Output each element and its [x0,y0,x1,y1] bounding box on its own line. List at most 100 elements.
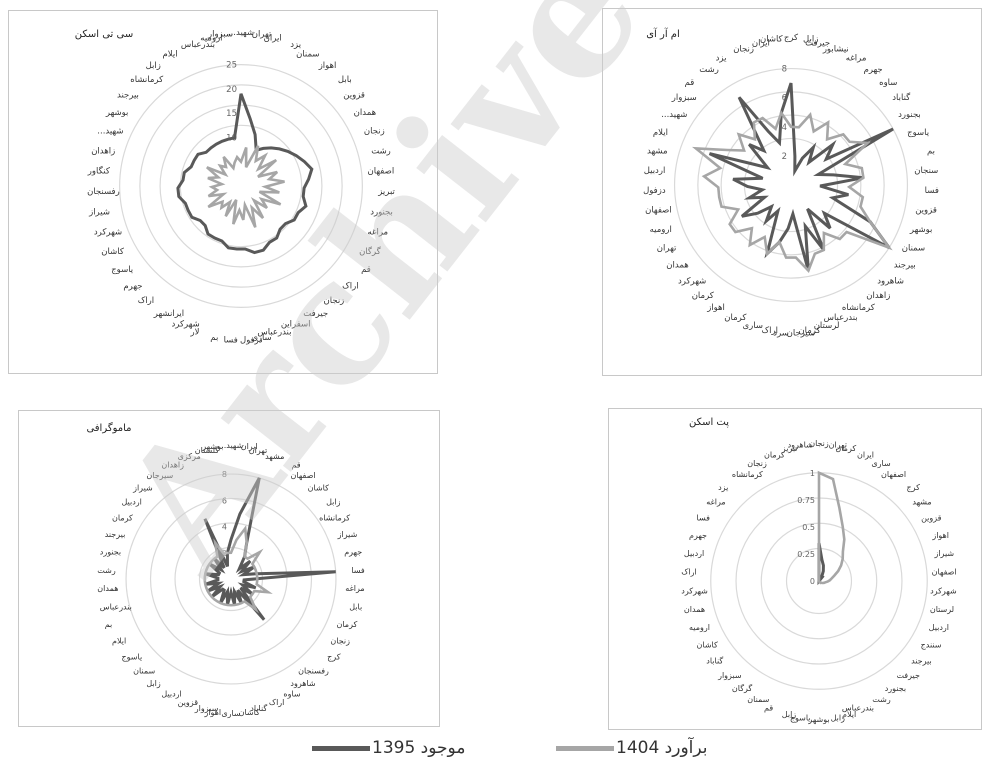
grid-ring [149,497,313,661]
category-label: شیراز [933,549,954,558]
legend-swatch-existing [312,745,370,751]
category-label: اهواز [931,531,949,540]
category-label: جیرفت [805,38,830,48]
category-label: اردبیل [929,623,949,632]
category-label: مشهد [265,452,284,461]
category-label: شهرکرد [678,277,706,287]
category-label: شهید... [661,110,687,120]
category-label: قم [764,704,773,713]
chart-title: ماموگرافی [86,422,131,434]
category-label: کرمانشاه [319,513,350,522]
radial-tick-label: 6 [782,94,787,104]
category-label: یاسوج [907,128,930,138]
category-label: لرستان [814,321,840,331]
series-line-existing [176,93,314,255]
category-label: سبزوار [207,29,233,39]
category-label: سمنان [133,667,155,676]
category-label: بندرعباس [257,328,291,338]
legend-item-existing: موجود 1395 [312,735,465,761]
radial-tick-label: 25 [226,61,237,71]
category-label: زنجان [733,45,754,55]
category-label: رفسنجان [298,667,329,676]
category-label: کرج [327,652,341,661]
category-label: ساوه [283,690,300,699]
radial-tick-label: 4 [782,123,787,133]
radial-tick-label: 20 [226,85,237,95]
category-label: قزوین [178,698,199,707]
category-label: کنگاور [87,166,111,177]
category-label: کرمان [336,620,357,629]
series-line-existing [708,82,894,271]
category-label: جهرم [344,548,362,557]
category-label: اهواز [706,303,725,313]
category-label: شهرکرد [681,586,708,595]
grid-ring [174,522,288,636]
category-label: ارومیه [650,225,672,235]
category-label: بوشهر [105,108,128,118]
category-label: کاشان [101,247,125,257]
category-label: اصفهان [291,471,316,480]
category-label: گرگان [732,683,753,693]
category-label: تهران [657,243,677,253]
category-label: ساری [221,709,241,718]
category-label: همدان [354,108,376,118]
chart-panel-pet-scan: 0 0.25 0.5 0.75 1 زنجان تهران کرمان ایران ساری اصف… [608,408,982,730]
radial-tick-label: 0.25 [797,550,815,559]
category-label: بندرعباس [842,704,874,713]
radial-tick-label: 8 [222,470,227,479]
category-label: گناباد [250,703,267,713]
category-label: ایلام [112,637,126,646]
category-label: کرمان [798,326,821,336]
radial-tick-label: 1 [810,469,815,478]
category-label: مشهد [912,497,931,506]
category-label: زنجان [324,296,345,306]
category-label: مرکزی [178,452,201,461]
category-label: اردبیل [161,690,181,699]
category-label: سبزوار [671,93,697,103]
radar-chart-ct-scan: 10152025شهید...تهرانایرانیزدسمناناهوازبا… [75,28,396,346]
category-label: سمنان [747,695,769,704]
category-label: ساری [251,333,271,343]
legend-label-projected: برآورد 1404 [616,738,708,758]
category-label: اهواز [203,708,221,717]
category-label: تبریز [377,187,395,197]
category-label: زابل [146,61,161,71]
category-label: کرمان [692,291,715,301]
chart-title: پت اسکن [689,417,729,428]
category-label: یاسوج [122,652,143,661]
category-label: شهرکرد [172,319,200,329]
category-label: ایلام [842,710,856,719]
category-label: کرمان [112,513,133,522]
category-label: کرمانشاه [130,75,164,85]
radial-tick-label: 2 [782,152,787,162]
category-label: اهواز [318,61,337,71]
category-label: شاهرود [788,440,813,449]
grid-ring [119,64,363,308]
series-line-projected [691,110,893,273]
radial-tick-label: 4 [222,523,227,532]
category-label: اراک [138,296,154,306]
radial-tick-label: 15 [226,109,237,119]
category-label: ایران [241,442,258,451]
category-label: کرمان [764,450,785,459]
category-label: زنجان [747,459,767,468]
category-label: ایران [857,450,874,459]
category-label: ایران [752,38,770,48]
category-label: کرمان [724,313,747,323]
category-label: تهران [249,446,267,455]
category-label: سرد [773,329,789,339]
category-label: مشهد [647,147,668,157]
category-label: بیرجند [894,261,916,271]
category-label: فسا [224,336,238,346]
grid-ring [673,67,909,303]
category-label: شیراز [88,208,110,218]
category-label: بجنورد [100,548,121,557]
category-label: ایران [264,34,282,44]
category-label: شهید... [219,441,244,450]
category-label: لار [190,328,200,338]
category-label: ساری [871,459,891,468]
grid-ring [159,104,323,268]
category-label: شاهرود [290,679,315,688]
category-label: جهرم [123,281,142,291]
chart-title: ام آر آی [646,27,680,40]
